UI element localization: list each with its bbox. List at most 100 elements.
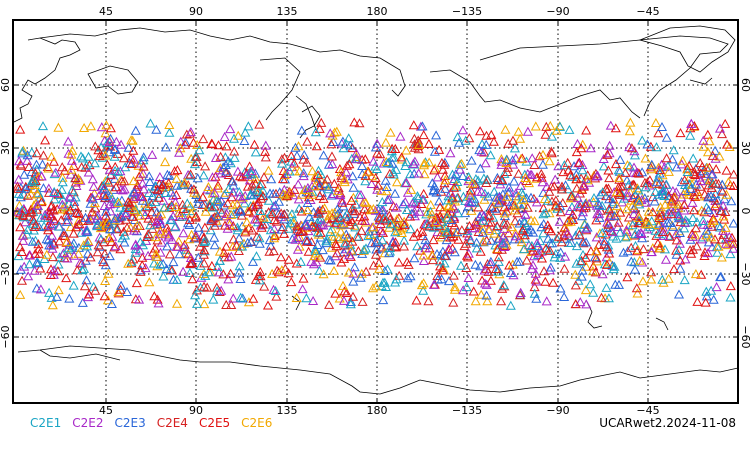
observation-marker xyxy=(692,296,703,306)
observation-marker xyxy=(310,245,321,256)
observation-marker xyxy=(633,185,644,195)
observation-marker xyxy=(270,285,281,295)
observation-marker xyxy=(393,213,404,223)
observation-marker xyxy=(391,214,403,224)
observation-marker xyxy=(66,149,77,159)
observation-marker xyxy=(703,192,714,202)
observation-marker xyxy=(257,185,268,195)
observation-marker xyxy=(346,195,357,205)
observation-marker xyxy=(716,234,727,244)
observation-marker xyxy=(673,244,685,254)
observation-marker xyxy=(263,207,274,217)
observation-marker xyxy=(685,245,696,255)
observation-marker xyxy=(646,246,657,256)
legend-item-c2e6: C2E6 xyxy=(241,416,273,430)
observation-marker xyxy=(408,120,419,130)
observation-marker xyxy=(512,256,523,266)
observation-marker xyxy=(269,231,280,241)
observation-marker xyxy=(472,186,483,196)
observation-marker xyxy=(529,215,540,226)
observation-marker xyxy=(36,197,47,207)
observation-marker xyxy=(594,228,605,238)
observation-marker xyxy=(164,127,175,137)
observation-marker xyxy=(270,188,282,198)
observation-marker xyxy=(664,217,675,227)
observation-marker xyxy=(419,158,430,168)
observation-marker xyxy=(104,251,115,261)
observation-marker xyxy=(559,291,570,301)
y-tick-label-right: −60 xyxy=(739,325,750,348)
observation-marker xyxy=(452,176,463,186)
observation-marker xyxy=(49,215,60,225)
observation-marker xyxy=(38,183,49,193)
observation-marker xyxy=(235,273,246,283)
observation-marker xyxy=(624,161,635,171)
observation-marker xyxy=(151,216,162,226)
observation-marker xyxy=(726,232,738,242)
observation-marker xyxy=(298,168,309,178)
observation-marker xyxy=(341,167,352,177)
observation-marker xyxy=(35,284,46,294)
observation-marker xyxy=(79,281,90,291)
observation-marker xyxy=(276,154,287,164)
observation-marker xyxy=(19,169,30,179)
observation-marker xyxy=(670,203,681,213)
observation-marker xyxy=(105,123,116,133)
observation-marker xyxy=(591,253,602,263)
observation-marker xyxy=(348,182,359,192)
observation-marker xyxy=(166,187,177,197)
observation-marker xyxy=(198,233,209,243)
observation-marker xyxy=(408,231,419,241)
observation-marker xyxy=(461,282,472,292)
observation-marker xyxy=(677,155,688,165)
observation-marker xyxy=(626,256,637,266)
observation-marker xyxy=(375,149,386,159)
observation-marker xyxy=(109,242,120,252)
observation-marker xyxy=(186,208,197,218)
observation-marker xyxy=(585,279,596,289)
observation-marker xyxy=(673,289,685,299)
observation-marker xyxy=(87,207,98,217)
observation-marker xyxy=(85,252,96,262)
observation-marker xyxy=(243,121,254,131)
observation-marker xyxy=(558,230,570,240)
observation-marker xyxy=(93,240,104,250)
observation-marker xyxy=(65,192,76,202)
observation-marker xyxy=(640,153,651,163)
observation-marker xyxy=(234,186,245,197)
observation-marker xyxy=(446,217,457,227)
observation-marker xyxy=(676,176,687,187)
observation-marker xyxy=(402,187,413,197)
observation-marker xyxy=(465,235,476,246)
observation-marker xyxy=(602,149,613,159)
observation-marker xyxy=(572,200,583,210)
observation-marker xyxy=(349,117,360,127)
observation-marker xyxy=(214,255,225,265)
observation-marker xyxy=(509,205,520,215)
observation-marker xyxy=(409,168,420,178)
observation-marker xyxy=(317,245,328,255)
observation-marker xyxy=(316,117,327,127)
observation-marker xyxy=(199,236,210,246)
observation-marker xyxy=(439,250,450,260)
observation-marker xyxy=(33,244,44,254)
observation-marker xyxy=(292,221,303,231)
observation-marker xyxy=(15,289,26,299)
observation-marker xyxy=(300,219,311,229)
observation-marker xyxy=(57,177,68,187)
observation-marker xyxy=(709,234,721,244)
observation-marker xyxy=(663,166,674,176)
observation-marker xyxy=(209,212,220,222)
observation-marker xyxy=(289,166,300,176)
observation-marker xyxy=(581,125,592,135)
observation-marker xyxy=(460,238,472,248)
observation-marker xyxy=(306,189,317,199)
observation-marker xyxy=(207,138,218,149)
observation-marker xyxy=(482,258,493,269)
observation-marker xyxy=(87,194,98,204)
observation-marker xyxy=(20,183,31,193)
observation-marker xyxy=(212,180,224,190)
observation-marker xyxy=(621,231,632,241)
observation-marker xyxy=(464,133,475,143)
observation-marker xyxy=(675,255,686,265)
